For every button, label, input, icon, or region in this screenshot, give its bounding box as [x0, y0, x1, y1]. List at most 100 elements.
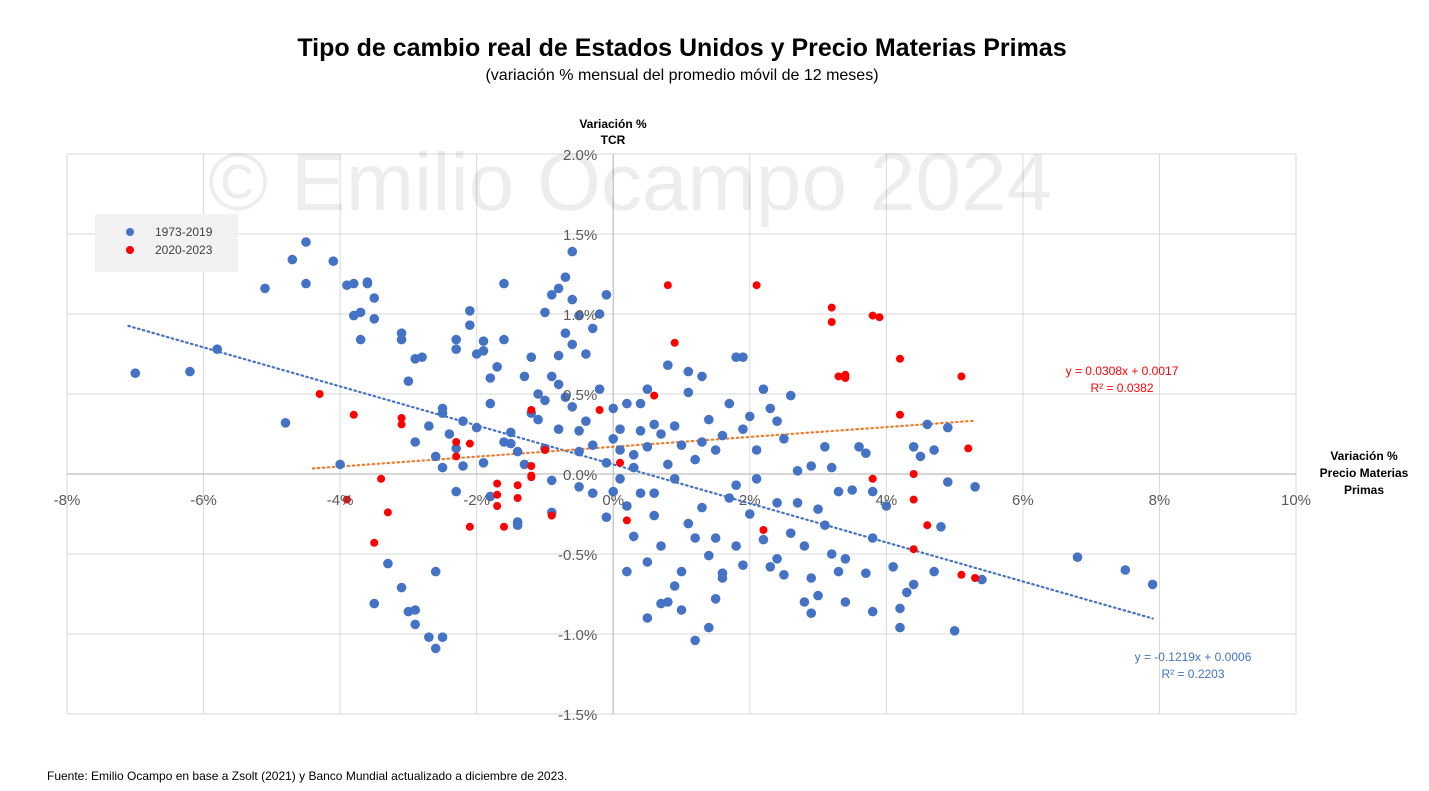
point-2020-2023 [971, 574, 980, 582]
point-1973-2019 [601, 290, 612, 300]
point-1973-2019 [437, 408, 448, 419]
point-2020-2023 [452, 438, 461, 446]
point-1973-2019 [826, 549, 837, 559]
point-1973-2019 [601, 458, 612, 468]
point-2020-2023 [834, 372, 843, 381]
point-2020-2023 [493, 479, 502, 488]
point-1973-2019 [362, 277, 373, 287]
point-1973-2019 [499, 278, 509, 289]
point-1973-2019 [567, 294, 578, 305]
point-1973-2019 [710, 445, 721, 455]
point-1973-2019 [792, 466, 803, 476]
point-1973-2019 [642, 613, 653, 623]
point-1973-2019 [465, 320, 475, 331]
point-1973-2019 [458, 461, 468, 471]
point-1973-2019 [471, 422, 482, 433]
point-1973-2019 [430, 643, 441, 654]
point-1973-2019 [355, 307, 366, 318]
point-1973-2019 [260, 283, 270, 294]
point-2020-2023 [493, 490, 502, 499]
point-1973-2019 [799, 541, 810, 551]
point-1973-2019 [867, 606, 878, 617]
point-1973-2019 [567, 339, 578, 350]
point-1973-2019 [758, 384, 769, 395]
point-1973-2019 [594, 309, 605, 319]
point-1973-2019 [444, 429, 455, 439]
x-tick-label: 2% [739, 492, 761, 509]
x-tick-label: -6% [190, 492, 217, 509]
point-1973-2019 [813, 504, 823, 514]
point-1973-2019 [485, 398, 496, 409]
point-1973-2019 [649, 419, 659, 430]
point-2020-2023 [527, 406, 536, 414]
point-1973-2019 [608, 486, 619, 497]
point-1973-2019 [546, 475, 557, 486]
y-tick-label: 1.5% [563, 227, 597, 244]
point-2020-2023 [875, 313, 884, 322]
point-2020-2023 [616, 458, 625, 467]
point-1973-2019 [348, 278, 359, 289]
trendline-1973-2019-equation: y = -0.1219x + 0.0006 R² = 0.2203 [1135, 650, 1252, 681]
point-1973-2019 [519, 459, 530, 470]
point-1973-2019 [369, 293, 380, 303]
point-2020-2023 [909, 470, 918, 478]
y-axis-title: Variación % TCR [579, 117, 647, 147]
legend-marker-2020-2023 [126, 246, 134, 254]
point-1973-2019 [779, 570, 789, 580]
y-tick-label: -0.5% [558, 547, 597, 564]
point-1973-2019 [806, 608, 817, 618]
chart-title: Tipo de cambio real de Estados Unidos y … [297, 34, 1066, 62]
point-1973-2019 [656, 429, 666, 439]
point-2020-2023 [827, 303, 836, 312]
point-1973-2019 [465, 306, 475, 316]
point-2020-2023 [547, 511, 556, 520]
x-axis-title: Variación % Precio Materias Primas [1320, 449, 1409, 497]
point-1973-2019 [1147, 579, 1158, 590]
point-1973-2019 [410, 605, 421, 615]
equation-2020-2023: y = 0.0308x + 0.0017 [1066, 364, 1179, 378]
point-1973-2019 [744, 509, 755, 519]
point-1973-2019 [779, 434, 789, 444]
point-1973-2019 [854, 442, 864, 452]
point-1973-2019 [908, 442, 919, 452]
point-1973-2019 [751, 474, 762, 484]
point-1973-2019 [717, 573, 728, 583]
point-2020-2023 [663, 281, 672, 290]
point-1973-2019 [485, 491, 496, 502]
point-2020-2023 [909, 545, 918, 554]
legend-marker-1973-2019 [126, 228, 134, 236]
point-1973-2019 [574, 446, 584, 457]
point-1973-2019 [840, 597, 851, 607]
legend-background [95, 214, 238, 272]
point-2020-2023 [315, 390, 324, 398]
x-tick-label: 6% [1012, 492, 1034, 509]
point-1973-2019 [772, 554, 782, 564]
point-1973-2019 [478, 458, 489, 468]
point-1973-2019 [451, 486, 461, 497]
point-1973-2019 [437, 632, 448, 642]
point-1973-2019 [669, 421, 680, 431]
point-1973-2019 [424, 632, 434, 642]
point-1973-2019 [581, 416, 591, 427]
point-2020-2023 [957, 372, 966, 381]
point-1973-2019 [383, 558, 393, 569]
point-2020-2023 [957, 570, 966, 579]
point-1973-2019 [587, 440, 598, 451]
point-1973-2019 [587, 323, 598, 334]
point-2020-2023 [527, 471, 536, 480]
point-1973-2019 [642, 557, 653, 567]
point-1973-2019 [533, 389, 543, 399]
x-tick-label: 8% [1149, 492, 1171, 509]
point-2020-2023 [868, 474, 877, 483]
x-tick-label: -2% [463, 492, 490, 509]
gridlines [66, 153, 1297, 715]
point-1973-2019 [280, 418, 291, 428]
point-1973-2019 [820, 442, 830, 452]
point-1973-2019 [335, 459, 345, 470]
point-1973-2019 [451, 334, 461, 345]
point-2020-2023 [868, 311, 877, 320]
point-2020-2023 [650, 391, 659, 400]
point-1973-2019 [676, 605, 687, 615]
point-1973-2019 [731, 480, 741, 491]
point-1973-2019 [710, 533, 721, 543]
